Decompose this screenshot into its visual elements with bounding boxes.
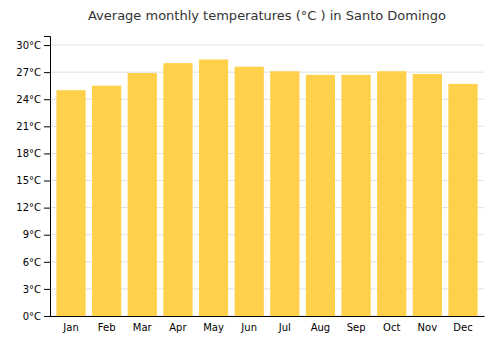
y-tick-mark [44, 235, 50, 236]
x-tick: Feb [98, 322, 116, 333]
grid [50, 45, 484, 316]
y-tick-mark [44, 181, 50, 182]
x-tick-label: Sep [347, 322, 366, 333]
y-tick-label: 30°C [16, 40, 41, 51]
x-tick: Dec [453, 322, 472, 333]
x-tick-label: Apr [169, 322, 187, 333]
x-axis: Jan Feb Mar Apr May Jun Jul Aug Sep Oct Nov Dec [51, 317, 485, 334]
x-tick: Oct [383, 322, 400, 333]
y-tick-label: 21°C [16, 121, 41, 132]
bars [56, 59, 477, 316]
x-tick-label: Jan [62, 322, 78, 333]
y-tick-mark [44, 45, 50, 46]
bar [56, 90, 85, 316]
x-tick-label: Jul [278, 322, 291, 333]
y-tick: 9°C [23, 229, 50, 240]
y-tick: 21°C [16, 121, 50, 132]
chart-container: 0°C 3°C 6°C 9°C 12°C 15°C 18°C 21°C 24°C 27°C 30°C… [0, 0, 500, 350]
y-tick: 0°C [23, 311, 50, 322]
bar [413, 74, 442, 316]
y-tick: 12°C [16, 202, 50, 213]
y-tick: 18°C [16, 148, 50, 159]
y-tick: 24°C [16, 94, 50, 105]
chart-svg: 0°C 3°C 6°C 9°C 12°C 15°C 18°C 21°C 24°C 27°C 30°C… [0, 0, 500, 350]
x-tick-label: Aug [311, 322, 331, 333]
bar [341, 75, 370, 316]
y-tick-label: 18°C [16, 148, 41, 159]
x-tick: May [203, 322, 224, 333]
y-tick-mark [44, 153, 50, 154]
y-tick-mark [44, 262, 50, 263]
grid-line [50, 45, 484, 46]
x-tick: Jul [278, 322, 291, 333]
x-tick: Sep [347, 322, 366, 333]
bar [128, 73, 157, 316]
y-tick: 15°C [16, 175, 50, 186]
x-tick-label: Mar [133, 322, 153, 333]
bar [92, 86, 121, 316]
y-tick-mark [44, 208, 50, 209]
x-tick: Aug [311, 322, 331, 333]
x-tick: Nov [418, 322, 438, 333]
x-tick: Jan [62, 322, 78, 333]
y-tick-label: 0°C [23, 311, 41, 322]
y-tick-mark [44, 126, 50, 127]
x-tick-label: Nov [418, 322, 438, 333]
bar [377, 71, 406, 316]
y-tick: 3°C [23, 284, 50, 295]
y-tick-label: 3°C [23, 284, 41, 295]
y-axis-line [44, 37, 51, 317]
y-tick-label: 15°C [16, 175, 41, 186]
y-tick-label: 24°C [16, 94, 41, 105]
y-tick: 6°C [23, 257, 50, 268]
y-tick-mark [44, 289, 50, 290]
y-tick-label: 6°C [23, 257, 41, 268]
x-tick: Jun [240, 322, 257, 333]
bar [163, 63, 192, 316]
bar [448, 84, 477, 316]
bar [235, 67, 264, 316]
y-tick: 27°C [16, 67, 50, 78]
x-tick-label: Oct [383, 322, 400, 333]
x-tick-label: May [203, 322, 224, 333]
y-tick-label: 9°C [23, 229, 41, 240]
y-tick: 30°C [16, 40, 50, 51]
x-tick: Mar [133, 322, 153, 333]
x-axis-line [51, 316, 485, 317]
bar [306, 75, 335, 316]
y-tick-label: 27°C [16, 67, 41, 78]
chart-title: Average monthly temperatures (°C ) in Sa… [88, 8, 446, 23]
x-tick: Apr [169, 322, 187, 333]
x-tick-label: Feb [98, 322, 116, 333]
bar [270, 71, 299, 316]
y-tick-mark [44, 99, 50, 100]
bar [199, 59, 228, 316]
y-tick-mark [44, 72, 50, 73]
y-tick-mark [44, 316, 50, 317]
y-axis: 0°C 3°C 6°C 9°C 12°C 15°C 18°C 21°C 24°C 27°C 30°C [16, 37, 50, 322]
x-tick-label: Jun [240, 322, 257, 333]
x-tick-label: Dec [453, 322, 472, 333]
grid-line [50, 72, 484, 73]
y-tick-label: 12°C [16, 202, 41, 213]
